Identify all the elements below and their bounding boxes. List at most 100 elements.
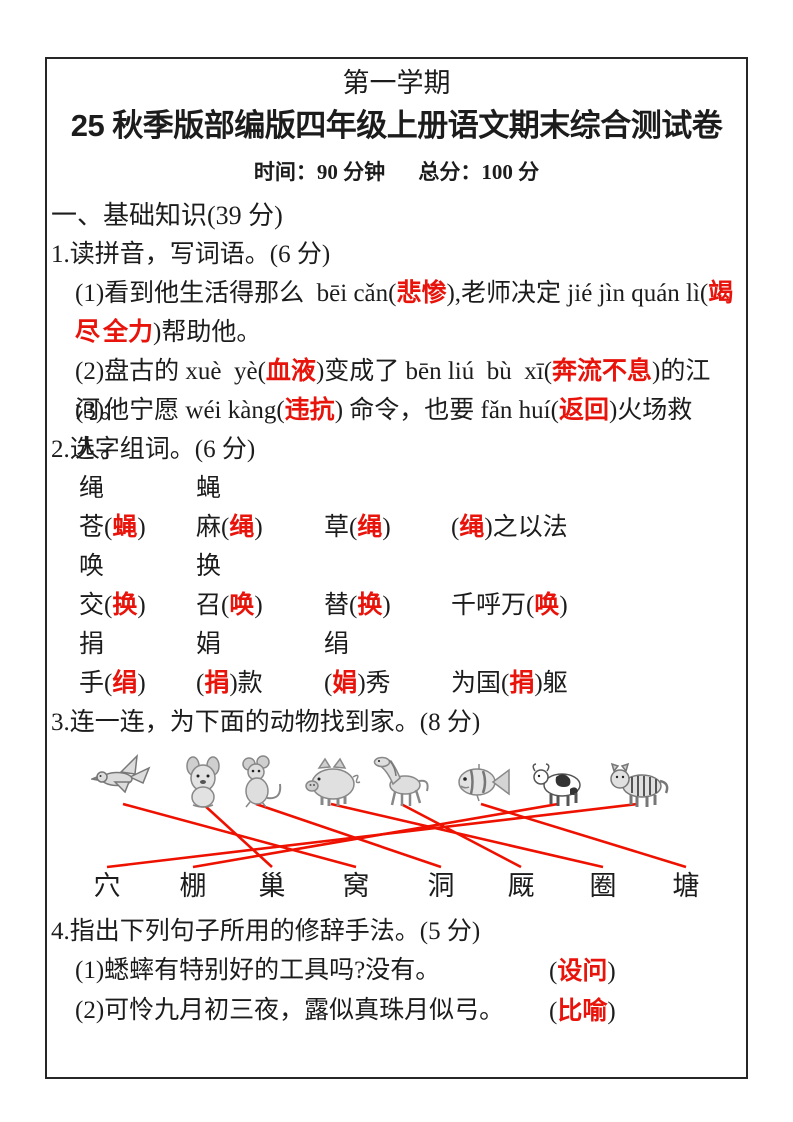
connection-line-mouse [255,802,442,869]
answer-text-red: 绳 [357,513,383,541]
answer-text-red: 违抗 [284,396,335,424]
word-choice-row: 手(绢) (捐)款 (娟)秀 为国(捐)躯 [51,664,742,703]
matching-exercise-area: 穴棚巢窝洞厩圈塘 [51,742,742,912]
question-text: )帮助他。 [153,319,262,346]
home-char-3: 窝 [342,871,370,901]
answer-text-red: 绳 [459,513,485,541]
word-choice-row: 交(换) 召(唤) 替(换) 千呼万(唤) [51,586,742,625]
pinyin-sentence-line: (3)他宁愿 wéi kàng(违抗) 命令，也要 fǎn huí(返回)火场救… [51,391,742,463]
question-text: ( [549,958,558,985]
word-choice-cell: (绳)之以法 [451,508,742,547]
pinyin-sentence-line: (2)盘古的 xuè yè(血液)变成了 bēn liú bù xī(奔流不息)… [51,352,742,424]
question-1-body: (1)看到他生活得那么 bēi cǎn(悲惨),老师决定 jié jìn quá… [51,274,742,463]
animal-bird-image [91,748,155,812]
home-char-5: 厩 [507,871,535,901]
question-text: 手( [79,670,113,697]
question-text: 千呼万( [451,592,535,619]
section-1-heading: 一、基础知识(39 分) [51,201,283,230]
connection-line-cow [192,802,559,869]
connection-line-dog [202,803,273,868]
pinyin-sentence-line: (1)看到他生活得那么 bēi cǎn(悲惨),老师决定 jié jìn quá… [51,274,742,346]
answer-text-red: 换 [112,591,138,619]
word-choice-cell: 千呼万(唤) [451,586,742,625]
home-char-7: 塘 [672,871,700,901]
connection-line-fish [480,802,687,869]
word-choice-cell: 绳 [79,469,196,508]
question-text: 绳 [79,475,105,502]
home-char-4: 洞 [427,871,455,901]
animal-tiger-image [606,748,670,812]
rhetoric-sentence: (2)可怜九月初三夜，露似真珠月似弓。 [75,997,505,1024]
word-choice-cell: 娟 [196,625,324,664]
question-3-label: 3.连一连，为下面的动物找到家。(8 分) [51,709,481,736]
semester-title: 第一学期 [342,68,451,98]
home-char-0: 穴 [93,871,121,901]
question-2-label: 2.选字组词。(6 分) [51,436,256,463]
question-4-body: (1)蟋蟀有特别好的工具吗?没有。 (设问) (2)可怜九月初三夜，露似真珠月似弓。… [51,951,742,1031]
question-4-label: 4.指出下列句子所用的修辞手法。(5 分) [51,918,481,945]
word-choice-row: 唤换 [51,547,742,586]
answer-text-red: 捐 [509,669,535,697]
question-text: ) [382,592,391,619]
answer-text-red: 全力 [103,318,154,346]
animal-mouse-image [224,748,288,812]
exam-time: 时间：90 分钟 [253,160,386,184]
rhetoric-question-item: (2)可怜九月初三夜，露似真珠月似弓。 (比喻) [51,991,742,1031]
word-choice-cell: (捐)款 [196,664,324,703]
answer-text-red: 设问 [557,957,608,985]
word-choice-cell: 召(唤) [196,586,324,625]
question-text: ) [607,998,616,1025]
question-text: 麻( [196,514,230,541]
word-choice-cell: 替(换) [324,586,451,625]
question-text: )之以法 [484,514,568,541]
question-text: ( [549,998,558,1025]
word-choice-row: 苍(蝇) 麻(绳) 草(绳) (绳)之以法 [51,508,742,547]
answer-text-red: 娟 [332,669,358,697]
question-text: 为国( [451,670,510,697]
question-text: 苍( [79,514,113,541]
word-choice-cell: 交(换) [79,586,196,625]
question-text: 交( [79,592,113,619]
animal-cow-image [526,748,590,812]
rhetoric-sentence: (1)蟋蟀有特别好的工具吗?没有。 [75,957,441,984]
answer-text-red: 奔流不息 [552,357,653,385]
question-text: 换 [196,553,222,580]
animal-pig-image [299,748,363,812]
paper-title: 25 秋季版部编版四年级上册语文期末综合测试卷 [70,108,723,143]
word-choice-cell: (娟)秀 [324,664,451,703]
paper-border-frame: 第一学期 25 秋季版部编版四年级上册语文期末综合测试卷 时间：90 分钟 总分… [45,57,748,1079]
answer-text-red: 竭尽 [75,279,734,346]
rhetoric-answer: (设问) [549,951,616,992]
question-text: 唤 [79,553,105,580]
word-choice-cell: 蝇 [196,469,324,508]
answer-text-red: 血液 [265,357,316,385]
exam-meta: 时间：90 分钟 总分：100 分 [51,157,742,187]
question-text: ) [254,592,263,619]
question-text: (3)他宁愿 wéi kàng( [75,397,285,424]
question-text: 绢 [324,631,350,658]
home-char-6: 圈 [589,871,617,901]
pinyin-sentence-line: 全力)帮助他。 [51,313,742,352]
question-text: 召( [196,592,230,619]
question-text: ) [382,514,391,541]
home-char-1: 棚 [179,871,207,901]
word-choice-cell: 手(绢) [79,664,196,703]
home-char-2: 巢 [258,871,286,901]
connection-line-bird [122,802,357,869]
answer-text-red: 蝇 [112,513,138,541]
connection-line-tiger [106,802,639,869]
question-text: )的江河。 [75,358,711,424]
question-text: ),老师决定 jié jìn quán lì( [446,280,709,307]
answer-text-red: 换 [357,591,383,619]
question-text: )款 [229,670,263,697]
connection-line-pig [330,802,604,869]
question-text: ( [451,514,460,541]
word-choice-cell: 换 [196,547,324,586]
question-text: 娟 [196,631,222,658]
question-2-body: 绳蝇苍(蝇) 麻(绳) 草(绳) (绳)之以法唤换交(换) 召(唤) 替(换) 千呼万(唤)… [51,469,742,703]
answer-text-red: 唤 [229,591,255,619]
answer-text-red: 悲惨 [396,279,447,307]
word-choice-row: 捐娟绢 [51,625,742,664]
question-text: )火场救人。 [75,397,693,463]
